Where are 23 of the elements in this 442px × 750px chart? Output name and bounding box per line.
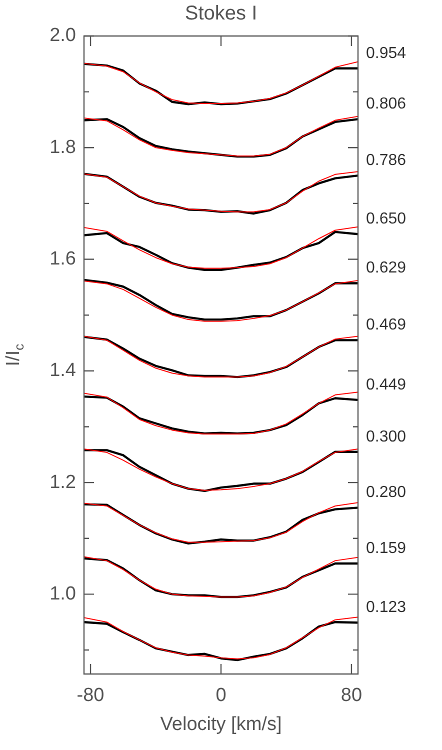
- x-tick-label: -80: [76, 685, 104, 706]
- series-label: 0.650: [366, 210, 406, 228]
- series-label: 0.123: [366, 599, 406, 616]
- series-label: 0.786: [366, 152, 406, 169]
- y-tick-label: 1.2: [50, 472, 76, 493]
- y-tick-label: 1.6: [50, 248, 76, 270]
- series-label: 0.449: [366, 376, 406, 394]
- y-tick-label: 2.0: [50, 25, 76, 46]
- series-label: 0.300: [366, 428, 406, 446]
- series-label: 0.629: [366, 260, 406, 277]
- x-tick-label: 80: [340, 685, 362, 706]
- series-label: 0.159: [366, 540, 406, 557]
- y-axis-title: I/Ic: [3, 343, 26, 366]
- x-axis-title: Velocity [km/s]: [160, 714, 282, 736]
- y-tick-label: 1.0: [50, 583, 76, 604]
- series-label: 0.469: [366, 316, 406, 334]
- series-label: 0.954: [366, 44, 406, 62]
- x-tick-label: 0: [216, 685, 226, 706]
- series-label: 0.806: [366, 96, 406, 113]
- y-tick-label: 1.4: [50, 360, 76, 382]
- series-label: 0.280: [366, 484, 406, 502]
- chart-title: Stokes I: [184, 2, 258, 25]
- y-tick-label: 1.8: [50, 136, 76, 158]
